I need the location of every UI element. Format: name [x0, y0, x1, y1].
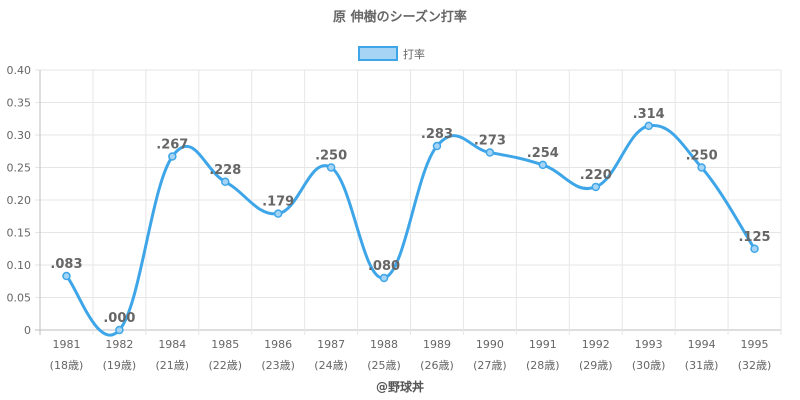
- x-tick-age-label: (30歳): [632, 359, 666, 372]
- x-tick-age-label: (25歳): [367, 359, 401, 372]
- y-tick-label: 0.15: [7, 227, 32, 240]
- data-labels: .083 .000 .267 .228 .179 .250 .080 .283 .273 .254…: [50, 107, 770, 326]
- data-point[interactable]: [750, 244, 759, 253]
- x-tick-age-label: (18歳): [50, 359, 84, 372]
- y-tick-label: 0: [24, 324, 31, 337]
- y-tick-label: 0.25: [7, 162, 32, 175]
- data-point[interactable]: [591, 182, 600, 192]
- data-label: .179: [262, 195, 294, 210]
- y-tick-label: 0.35: [7, 97, 32, 110]
- x-tick-label: 1990: [476, 338, 504, 351]
- x-tick-age-label: (19歳): [103, 359, 137, 372]
- data-label: .250: [315, 149, 347, 164]
- grid: [35, 69, 782, 335]
- x-tick-age-label: (26歳): [420, 359, 454, 372]
- credit-text: @野球丼: [376, 379, 424, 394]
- legend-swatch[interactable]: [358, 46, 398, 61]
- y-tick-label: 0.05: [7, 292, 32, 305]
- x-tick-label: 1988: [370, 338, 398, 351]
- data-point[interactable]: [221, 177, 230, 187]
- data-label: .080: [368, 259, 400, 274]
- x-tick-label: 1992: [582, 338, 610, 351]
- data-label: .220: [580, 168, 612, 183]
- x-tick-age-label: (29歳): [579, 359, 613, 372]
- x-tick-label: 1995: [741, 338, 769, 351]
- x-tick-label: 1991: [529, 338, 557, 351]
- data-label: .250: [686, 149, 718, 164]
- data-point[interactable]: [432, 141, 442, 151]
- x-tick-age-label: (28歳): [526, 359, 560, 372]
- chart-title: 原 伸樹のシーズン打率: [333, 9, 467, 25]
- data-point[interactable]: [326, 163, 336, 172]
- x-tick-label: 1985: [211, 338, 239, 351]
- x-tick-age-label: (24歳): [314, 359, 348, 372]
- x-tick-label: 1989: [423, 338, 451, 351]
- y-tick-label: 0.20: [7, 194, 32, 207]
- legend[interactable]: 打率: [358, 46, 425, 61]
- data-point[interactable]: [168, 152, 177, 161]
- data-label: .283: [421, 127, 453, 142]
- x-axis: 1981 (18歳) 1982 (19歳) 1984 (21歳) 1985 (22歳) 1986…: [50, 338, 772, 372]
- data-point[interactable]: [485, 148, 495, 157]
- x-tick-label: 1981: [52, 338, 80, 351]
- data-label: .125: [738, 230, 770, 245]
- data-point[interactable]: [115, 325, 124, 335]
- data-point[interactable]: [697, 163, 706, 172]
- data-point[interactable]: [538, 160, 548, 170]
- data-point[interactable]: [273, 209, 283, 218]
- x-tick-label: 1984: [158, 338, 186, 351]
- x-tick-age-label: (22歳): [208, 359, 242, 372]
- x-tick-age-label: (32歳): [738, 359, 772, 372]
- y-axis: 0 0.05 0.10 0.15 0.20 0.25 0.30 0.35 0.40: [7, 64, 32, 337]
- data-point[interactable]: [379, 273, 389, 283]
- data-label: .314: [633, 107, 665, 122]
- legend-label[interactable]: 打率: [403, 47, 425, 61]
- y-tick-label: 0.30: [7, 129, 32, 142]
- x-tick-label: 1986: [264, 338, 292, 351]
- x-tick-label: 1994: [688, 338, 716, 351]
- y-tick-label: 0.40: [7, 64, 32, 77]
- x-tick-age-label: (27歳): [473, 359, 507, 372]
- y-tick-label: 0.10: [7, 259, 32, 272]
- x-tick-age-label: (31歳): [685, 359, 719, 372]
- data-point[interactable]: [644, 121, 653, 131]
- data-label: .267: [156, 137, 188, 152]
- x-tick-label: 1987: [317, 338, 345, 351]
- x-tick-label: 1993: [635, 338, 663, 351]
- data-label: .228: [209, 163, 241, 178]
- x-tick-age-label: (23歳): [261, 359, 295, 372]
- data-label: .273: [474, 134, 506, 149]
- series-batting-average: [62, 121, 759, 337]
- x-tick-label: 1982: [105, 338, 133, 351]
- x-tick-age-label: (21歳): [156, 359, 190, 372]
- data-label: .083: [50, 257, 82, 272]
- data-label: .254: [527, 146, 559, 161]
- data-label: .000: [103, 311, 135, 326]
- data-point[interactable]: [62, 271, 71, 281]
